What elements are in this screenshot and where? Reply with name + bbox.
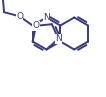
Text: O: O [32,21,39,30]
Text: N: N [43,13,50,22]
Text: O: O [16,12,23,21]
Text: N: N [55,34,62,43]
